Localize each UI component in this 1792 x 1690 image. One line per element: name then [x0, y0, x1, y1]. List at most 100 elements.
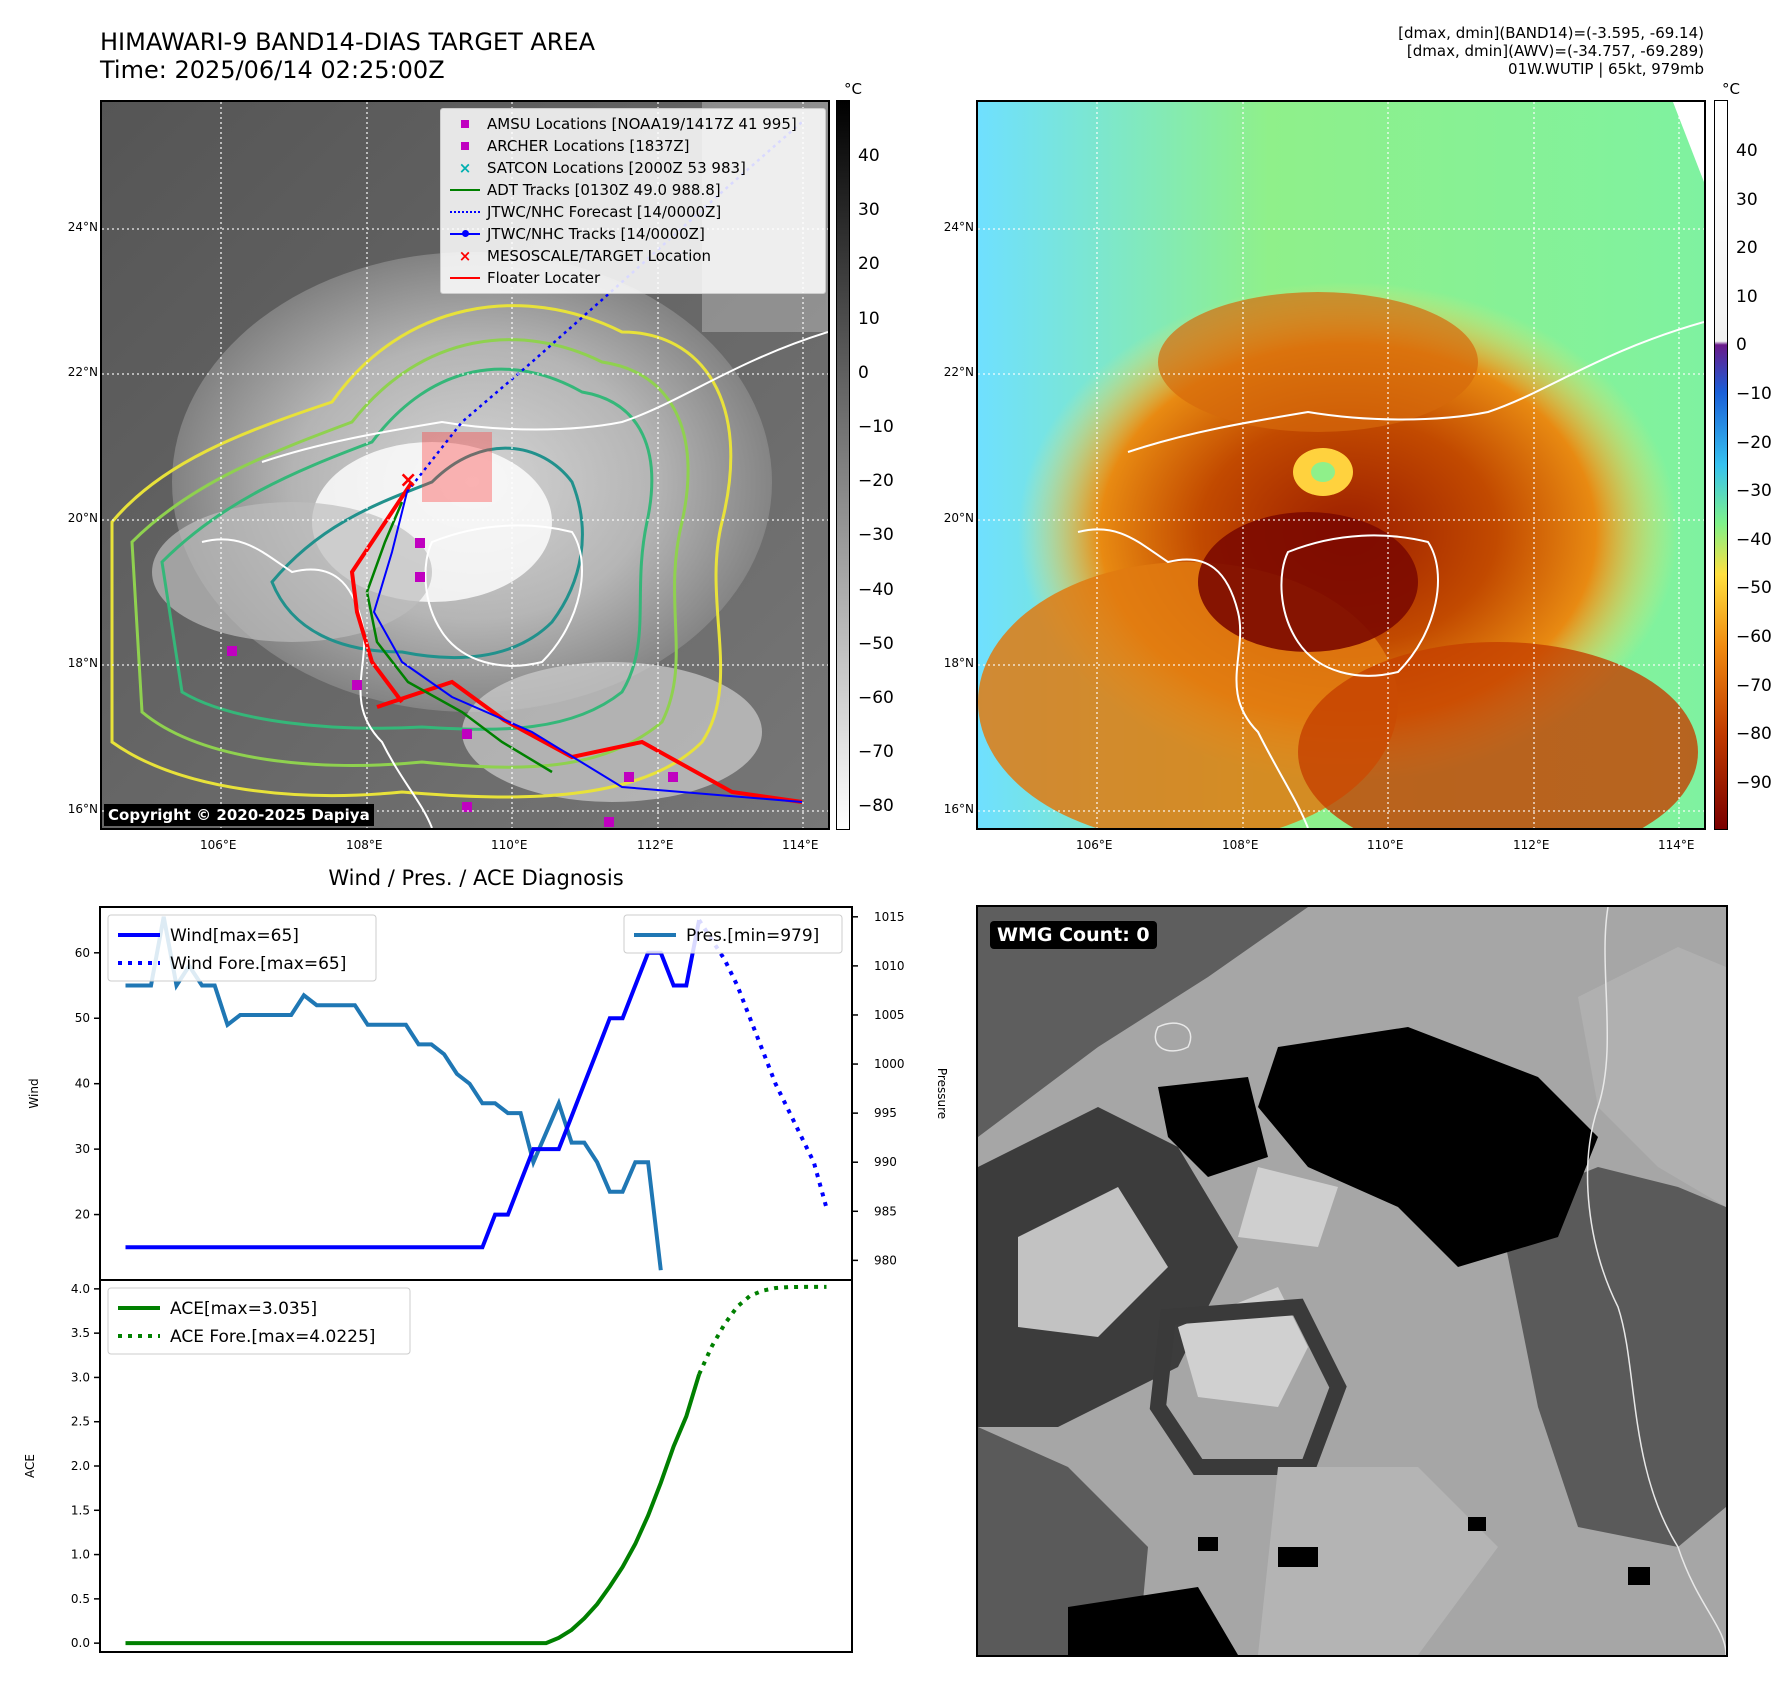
ace-tick-label: 2.5	[71, 1415, 90, 1429]
legend-entry: ADT Tracks [0130Z 49.0 988.8]	[443, 179, 823, 201]
info-line-storm: 01W.WUTIP | 65kt, 979mb	[1508, 60, 1704, 78]
lat-label: 18°N	[67, 656, 98, 670]
info-line-band14: [dmax, dmin](BAND14)=(-3.595, -69.14)	[1398, 24, 1704, 42]
colorbar-tick-label: −30	[1736, 481, 1772, 502]
info-line-awv: [dmax, dmin](AWV)=(-34.757, -69.289)	[1406, 42, 1704, 60]
pressure-tick-label: 1010	[874, 959, 905, 973]
colorbar-tick-label: 20	[858, 254, 880, 275]
colorbar-tick-label: −70	[1736, 675, 1772, 696]
map-legend: AMSU Locations [NOAA19/1417Z 41 995] ARCH…	[440, 108, 826, 294]
figure-time: Time: 2025/06/14 02:25:00Z	[100, 56, 445, 84]
lat-label: 16°N	[67, 802, 98, 816]
lon-label: 108°E	[346, 838, 383, 852]
map-awv	[976, 100, 1706, 830]
pressure-tick-label: 985	[874, 1204, 897, 1218]
legend-label: ACE Fore.[max=4.0225]	[170, 1327, 375, 1347]
colorbar-right-ticks: 40 30 20 10 0 −10 −20 −30 −40 −50 −60 −70 −80 −90	[1736, 100, 1776, 830]
colorbar-right-unit: °C	[1722, 80, 1740, 98]
legend-label: AMSU Locations [NOAA19/1417Z 41 995]	[487, 115, 797, 133]
colorbar-right	[1714, 100, 1728, 830]
wmg-imagery	[978, 907, 1726, 1655]
map-left-lon-labels: 106°E 108°E 110°E 112°E 114°E	[100, 838, 830, 858]
ace-tick-label: 3.0	[71, 1370, 90, 1384]
colorbar-tick-label: −10	[858, 417, 894, 437]
map-band14: × AMSU Locations [NOAA19/1417Z 41 995] AR…	[100, 100, 830, 830]
pressure-axis-label: Pressure	[935, 1068, 949, 1119]
colorbar-tick-label: −90	[1736, 772, 1772, 793]
pressure-tick-label: 1015	[874, 910, 905, 924]
ace-tick-label: 3.5	[71, 1326, 90, 1340]
colorbar-left-unit: °C	[844, 80, 862, 98]
colorbar-tick-label: −20	[1736, 432, 1772, 453]
legend-entry: Floater Locater	[443, 267, 823, 289]
legend-entry: JTWC/NHC Forecast [14/0000Z]	[443, 201, 823, 223]
wind-tick-label: 60	[75, 946, 90, 960]
lon-label: 112°E	[637, 838, 674, 852]
colorbar-tick-label: 10	[858, 308, 880, 329]
legend-label: Wind Fore.[max=65]	[170, 954, 346, 974]
colorbar-tick-label: −60	[858, 688, 894, 708]
legend-marker-icon	[443, 142, 487, 150]
ace-tick-label: 1.5	[71, 1503, 90, 1517]
wmg-count-label: WMG Count: 0	[990, 921, 1157, 949]
lat-label: 22°N	[67, 365, 98, 379]
colorbar-tick-label: 40	[1736, 141, 1758, 161]
legend-marker-icon	[443, 230, 487, 237]
wind-tick-label: 30	[75, 1142, 90, 1156]
figure-title: HIMAWARI-9 BAND14-DIAS TARGET AREA	[100, 28, 596, 56]
legend-label: Wind[max=65]	[170, 926, 299, 946]
ace-tick-label: 2.0	[71, 1459, 90, 1473]
legend-entry: AMSU Locations [NOAA19/1417Z 41 995]	[443, 113, 823, 135]
colorbar-tick-label: −40	[1736, 529, 1772, 550]
colorbar-tick-label: −60	[1736, 627, 1772, 647]
lon-label: 110°E	[1367, 838, 1404, 852]
colorbar-tick-label: −50	[1736, 578, 1772, 599]
awv-imagery	[978, 102, 1704, 828]
colorbar-tick-label: 0	[858, 362, 869, 383]
colorbar-tick-label: −70	[858, 742, 894, 763]
wind-forecast-line	[697, 919, 829, 1209]
lon-label: 110°E	[491, 838, 528, 852]
legend-entry: ARCHER Locations [1837Z]	[443, 135, 823, 157]
legend-entry: × SATCON Locations [2000Z 53 983]	[443, 157, 823, 179]
wmg-panel: WMG Count: 0	[976, 905, 1728, 1657]
colorbar-left-ticks: 40 30 20 10 0 −10 −20 −30 −40 −50 −60 −70 −80	[858, 100, 898, 830]
colorbar-tick-label: −10	[1736, 384, 1772, 404]
pressure-tick-label: 990	[874, 1155, 897, 1169]
colorbar-tick-label: 30	[1736, 189, 1758, 210]
lon-label: 108°E	[1222, 838, 1259, 852]
wind-line	[125, 919, 702, 1250]
colorbar-tick-label: −30	[858, 525, 894, 546]
legend-marker-icon	[443, 277, 487, 279]
wind-tick-label: 20	[75, 1208, 90, 1222]
lat-label: 24°N	[67, 220, 98, 234]
colorbar-left	[836, 100, 850, 830]
legend-marker-icon	[443, 120, 487, 128]
map-right-lat-labels: 24°N 22°N 20°N 18°N 16°N	[930, 100, 974, 830]
colorbar-tick-label: 20	[1736, 238, 1758, 259]
ace-tick-label: 4.0	[71, 1282, 90, 1296]
wind-tick-label: 50	[75, 1011, 90, 1025]
pressure-line	[125, 916, 663, 1271]
lon-label: 114°E	[1658, 838, 1695, 852]
legend-marker-icon: ×	[458, 247, 472, 265]
info-text: [dmax, dmin](BAND14)=(-3.595, -69.14) [d…	[1398, 24, 1704, 78]
diagnosis-chart: 20 30 40 50 60 980 985 990 995 1000 1005 1010 1015 0.…	[23, 906, 949, 1653]
legend-entry: JTWC/NHC Tracks [14/0000Z]	[443, 223, 823, 245]
legend-label: Pres.[min=979]	[686, 926, 819, 946]
wind-legend	[107, 914, 377, 982]
ace-tick-label: 1.0	[71, 1548, 90, 1562]
legend-label: JTWC/NHC Tracks [14/0000Z]	[487, 225, 705, 243]
ace-line	[125, 1373, 702, 1646]
diagnosis-title: Wind / Pres. / ACE Diagnosis	[328, 866, 624, 890]
legend-marker-icon	[443, 211, 487, 213]
legend-label: Floater Locater	[487, 269, 601, 287]
lon-label: 112°E	[1513, 838, 1550, 852]
map-left-lat-labels: 24°N 22°N 20°N 18°N 16°N	[54, 100, 98, 830]
colorbar-tick-label: −20	[858, 471, 894, 492]
ace-forecast-line	[697, 1284, 827, 1376]
lat-label: 22°N	[943, 365, 974, 379]
colorbar-tick-label: −80	[1736, 724, 1772, 745]
pressure-tick-label: 980	[874, 1253, 897, 1267]
ace-tick-label: 0.0	[71, 1636, 90, 1650]
